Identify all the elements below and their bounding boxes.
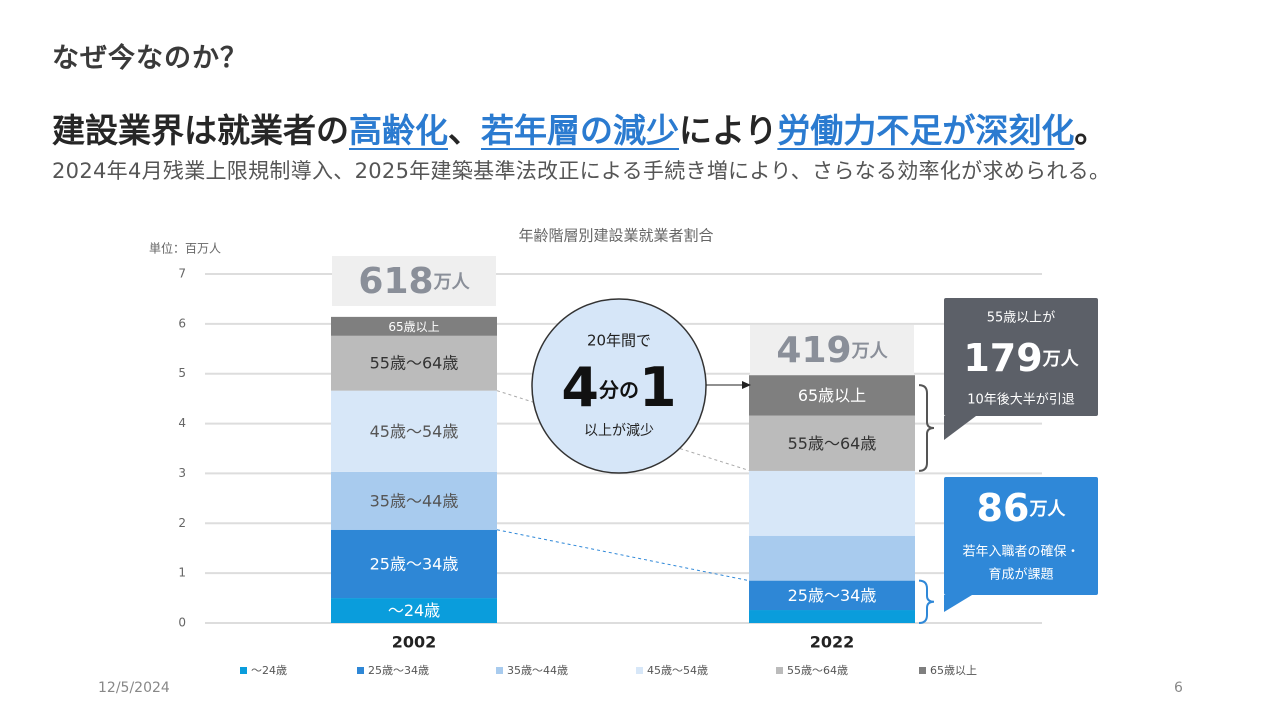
- arrow-head: [742, 381, 751, 389]
- unit-label: 単位：百万人: [149, 241, 221, 256]
- bar-segment: [749, 470, 915, 536]
- circle-fraction-part: 1: [639, 356, 677, 419]
- y-tick-label: 0: [178, 616, 186, 630]
- circle-fraction-part: 4: [561, 356, 599, 419]
- subheadline: 2024年4月残業上限規制導入、2025年建築基準法改正による手続き増により、さ…: [52, 159, 1111, 183]
- circle-fraction-part: 分の: [599, 378, 639, 402]
- circle-fraction: 4分の1: [561, 356, 676, 419]
- chart-title: 年齢階層別建設業就業者割合: [518, 227, 713, 245]
- bar-segment: [331, 529, 497, 599]
- bar-segment: [749, 610, 915, 623]
- segment-label: 55歳～64歳: [788, 434, 877, 453]
- segment-label: 25歳～34歳: [788, 586, 877, 605]
- senior-callout-tail: [944, 416, 976, 440]
- bar-segment: [331, 390, 497, 472]
- circle-bottom-text: 以上が減少: [584, 422, 654, 439]
- bar-segment: [749, 415, 915, 471]
- legend-label: 65歳以上: [930, 664, 977, 677]
- senior-brace: [918, 384, 935, 472]
- legend-label: ～24歳: [251, 664, 287, 677]
- y-tick-label: 5: [178, 366, 186, 380]
- senior-callout-number-part: 179: [963, 336, 1042, 380]
- young-callout-line2: 育成が課題: [988, 567, 1053, 583]
- headline-text: 建設業界は就業者の: [52, 111, 349, 150]
- segment-label: 65歳以上: [798, 386, 866, 405]
- legend-label: 45歳～54歳: [647, 664, 708, 677]
- bar-segment: [331, 335, 497, 391]
- legend-swatch: [919, 667, 926, 674]
- young-brace: [918, 579, 935, 624]
- headline-text: により: [679, 111, 778, 150]
- circle-top-text: 20年間で: [587, 332, 651, 350]
- y-tick-label: 7: [178, 267, 186, 281]
- bar-segment: [331, 316, 497, 336]
- senior-callout-post: 10年後大半が引退: [967, 393, 1075, 408]
- segment-label: 45歳～54歳: [370, 422, 459, 441]
- bar-segment: [749, 535, 915, 581]
- total-value: 419万人: [776, 330, 888, 371]
- headline-text: 。: [1074, 111, 1108, 150]
- segment-label: 65歳以上: [388, 320, 439, 334]
- bar-segment: [749, 580, 915, 611]
- legend-swatch: [636, 667, 643, 674]
- x-category-label: 2002: [392, 633, 437, 652]
- young-callout-box: [944, 477, 1098, 595]
- y-tick-label: 4: [178, 416, 186, 430]
- headline-highlight: 若年層の減少: [481, 111, 679, 150]
- legend-label: 35歳～44歳: [507, 664, 568, 677]
- senior-callout-box: [944, 298, 1098, 416]
- y-tick-label: 1: [178, 566, 186, 580]
- senior-callout-number: 179万人: [963, 336, 1079, 380]
- segment-label: 35歳～44歳: [370, 491, 459, 510]
- legend-label: 25歳～34歳: [368, 664, 429, 677]
- bar-segment: [749, 375, 915, 416]
- segment-label: 25歳～34歳: [370, 554, 459, 573]
- young-callout-tail: [944, 595, 972, 612]
- connector-line: [496, 529, 750, 582]
- total-box: [750, 325, 914, 375]
- senior-callout-number-part: 万人: [1042, 349, 1080, 370]
- total-box: [332, 256, 496, 306]
- x-category-label: 2022: [810, 633, 855, 652]
- total-number: 618: [358, 261, 433, 302]
- young-callout-line1: 若年入職者の確保・: [962, 544, 1079, 560]
- reduction-circle: [531, 298, 707, 474]
- total-value: 618万人: [358, 261, 470, 302]
- segment-label: 55歳～64歳: [370, 354, 459, 373]
- total-number: 419: [776, 330, 851, 371]
- young-callout-number-part: 万人: [1028, 499, 1066, 520]
- total-unit: 万人: [433, 272, 471, 293]
- legend-label: 55歳～64歳: [787, 664, 848, 677]
- headline-text: 、: [448, 111, 481, 150]
- y-tick-label: 6: [178, 316, 186, 330]
- headline-highlight: 高齢化: [349, 111, 448, 150]
- y-tick-label: 2: [178, 516, 186, 530]
- headline: 建設業界は就業者の高齢化、若年層の減少により労働力不足が深刻化。: [52, 104, 1107, 152]
- bar-segment: [331, 471, 497, 530]
- footer-page-number: 6: [1174, 680, 1183, 696]
- young-callout-number-part: 86: [977, 486, 1030, 530]
- legend-swatch: [357, 667, 364, 674]
- senior-callout-pre: 55歳以上が: [987, 311, 1056, 326]
- section-eyebrow: なぜ今なのか？: [52, 43, 248, 74]
- footer-date: 12/5/2024: [98, 680, 170, 696]
- y-tick-label: 3: [178, 466, 186, 480]
- headline-highlight: 労働力不足が深刻化: [777, 111, 1075, 150]
- segment-label: ～24歳: [388, 601, 440, 620]
- young-callout-number: 86万人: [977, 486, 1067, 530]
- legend-swatch: [496, 667, 503, 674]
- legend-swatch: [240, 667, 247, 674]
- total-unit: 万人: [851, 341, 889, 362]
- legend-swatch: [776, 667, 783, 674]
- bar-segment: [331, 598, 497, 623]
